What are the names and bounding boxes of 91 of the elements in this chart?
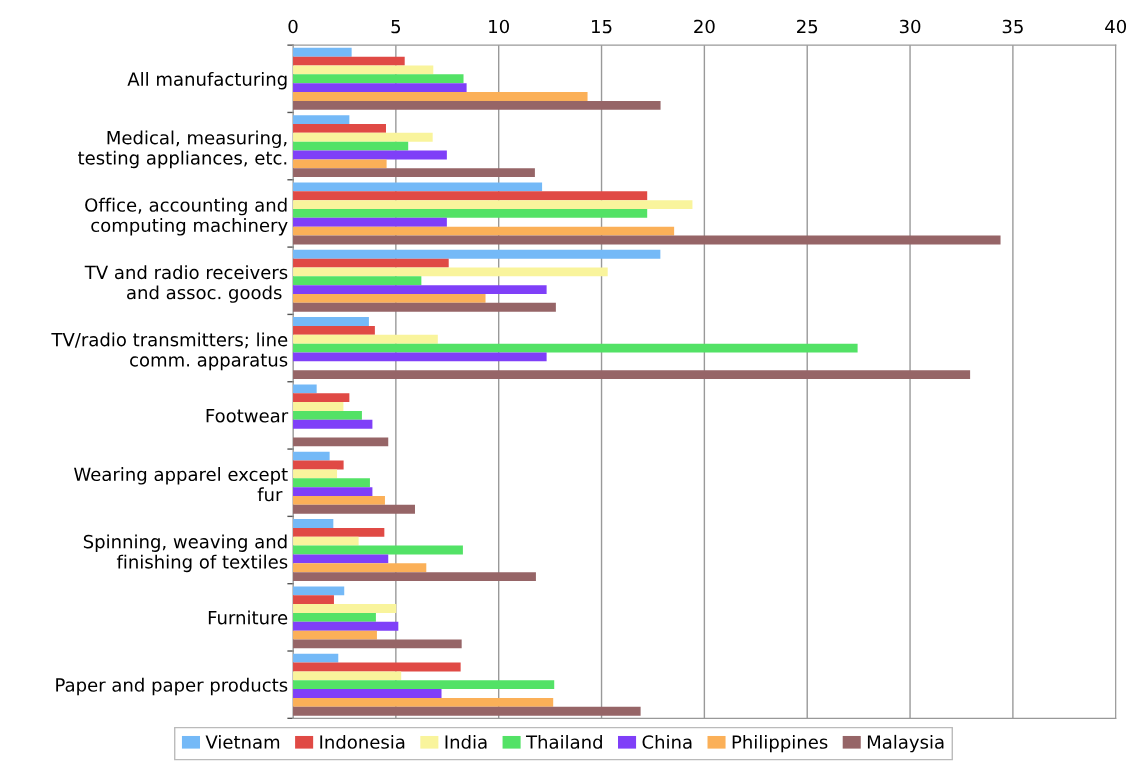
legend-label: Philippines: [732, 734, 828, 753]
x-tick-label: 5: [391, 19, 401, 34]
x-tick-label: 35: [1002, 19, 1023, 34]
y-tick-label: Footwear: [206, 409, 289, 423]
bar: [293, 141, 409, 151]
bar: [293, 132, 433, 142]
y-tick-label: Paper and paper products: [56, 677, 288, 696]
bar: [293, 168, 535, 178]
x-tick-label: 40: [1105, 19, 1127, 34]
bar: [293, 504, 415, 514]
y-tick-label: Medical, measuring, testing appliances, etc.: [78, 130, 287, 169]
bar: [293, 92, 588, 101]
bar: [293, 572, 536, 581]
legend-label: India: [445, 734, 487, 749]
bar: [293, 235, 1001, 245]
x-tick-label: 10: [489, 19, 509, 34]
bar: [293, 639, 462, 649]
bar: [293, 478, 370, 488]
bar: [293, 56, 405, 66]
bar: [293, 217, 447, 227]
bar: [293, 83, 467, 93]
bar: [293, 419, 373, 429]
bar: [293, 325, 375, 335]
legend-label: China: [642, 734, 692, 749]
bar: [293, 47, 352, 57]
x-tick-label: 25: [797, 19, 818, 34]
bar: [293, 393, 350, 403]
bar: [293, 689, 442, 698]
bar: [293, 370, 971, 380]
bar: [293, 545, 463, 555]
bar: [293, 317, 369, 326]
bar: [293, 595, 334, 605]
bar: [293, 384, 317, 394]
bar: [293, 302, 556, 312]
bar: [293, 124, 386, 133]
bar: [293, 150, 447, 160]
y-tick-label: TV and radio receivers and assoc. goods: [84, 265, 288, 303]
bar: [293, 258, 449, 268]
bar: [293, 182, 543, 192]
legend-label: Malaysia: [867, 734, 944, 753]
y-tick-label: Spinning, weaving and finishing of textiles: [83, 534, 288, 573]
bar: [293, 276, 422, 286]
bar: [293, 469, 338, 479]
x-tick-label: 15: [592, 19, 612, 34]
bar: [293, 159, 387, 169]
bar: [293, 343, 858, 353]
bar: [293, 294, 486, 303]
legend-label: Thailand: [525, 734, 602, 749]
bar: [293, 653, 339, 663]
bar: [293, 495, 385, 505]
bar: [293, 267, 608, 277]
bar: [293, 662, 461, 672]
bar: [293, 604, 397, 613]
bar: [293, 65, 434, 75]
y-tick-label: TV/radio transmitters; line comm. apparatus: [51, 332, 288, 371]
y-tick-label: Wearing apparel except fur: [74, 467, 288, 502]
bar: [293, 527, 385, 537]
bar: [293, 209, 648, 218]
y-tick-label: Office, accounting and computing machinery: [85, 197, 288, 236]
bar: [293, 410, 362, 420]
bar: [293, 402, 344, 411]
bar: [293, 191, 648, 201]
legend-label: Vietnam: [205, 734, 280, 749]
bar: [293, 249, 661, 259]
y-tick-label: All manufacturing: [127, 71, 287, 90]
y-tick-label: Furniture: [208, 610, 288, 625]
bar: [293, 621, 399, 631]
bar: [293, 563, 427, 573]
bar: [293, 586, 345, 596]
bar: [293, 100, 661, 110]
bar: [293, 706, 641, 716]
legend-label: Indonesia: [320, 734, 405, 749]
x-tick-label: 20: [694, 19, 715, 34]
bar: [293, 697, 554, 707]
bar: [293, 200, 693, 210]
bar: [293, 487, 373, 496]
bar: [293, 334, 438, 344]
bar: [293, 680, 555, 690]
bar: [293, 226, 675, 236]
x-tick-label: 0: [288, 19, 298, 34]
bar: [293, 285, 547, 295]
x-tick-label: 30: [899, 19, 921, 34]
bar: [293, 74, 464, 84]
bar: [293, 554, 389, 564]
bar: [293, 612, 376, 622]
bar: [293, 115, 350, 124]
bar: [293, 671, 402, 681]
bar: [293, 451, 330, 461]
bar: [293, 536, 359, 546]
bar: [293, 519, 334, 528]
bar: [293, 352, 547, 362]
